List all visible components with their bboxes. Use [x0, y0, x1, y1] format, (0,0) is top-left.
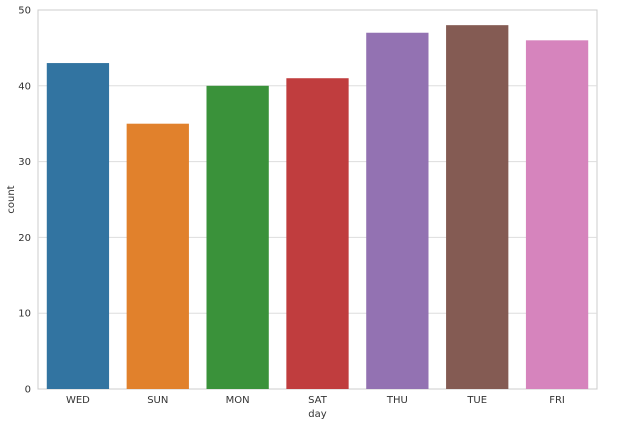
x-tick-label: MON: [226, 395, 250, 406]
bar-fri: [525, 40, 589, 389]
x-tick-label: THU: [386, 395, 408, 406]
y-tick-label: 30: [18, 157, 31, 168]
x-axis-title: day: [308, 409, 326, 420]
x-tick-label: FRI: [549, 395, 565, 406]
y-axis-title: count: [6, 185, 17, 213]
y-tick-label: 0: [25, 385, 31, 396]
bar-wed: [46, 63, 110, 390]
y-tick-label: 50: [18, 6, 31, 17]
x-tick-labels: WED SUN MON SAT THU TUE FRI: [66, 395, 565, 406]
x-tick-label: WED: [66, 395, 90, 406]
bars: [46, 25, 589, 390]
y-tick-label: 40: [18, 81, 31, 92]
x-tick-label: SAT: [308, 395, 328, 406]
y-tick-labels: 0 10 20 30 40 50: [18, 6, 31, 396]
bar-thu: [366, 32, 429, 390]
bar-sun: [126, 123, 189, 389]
bar-tue: [446, 25, 509, 389]
x-tick-label: TUE: [466, 395, 487, 406]
y-tick-label: 10: [18, 309, 31, 320]
y-tick-label: 20: [18, 233, 31, 244]
bar-sat: [286, 78, 349, 389]
bar-mon: [206, 85, 269, 390]
x-tick-label: SUN: [147, 395, 168, 406]
